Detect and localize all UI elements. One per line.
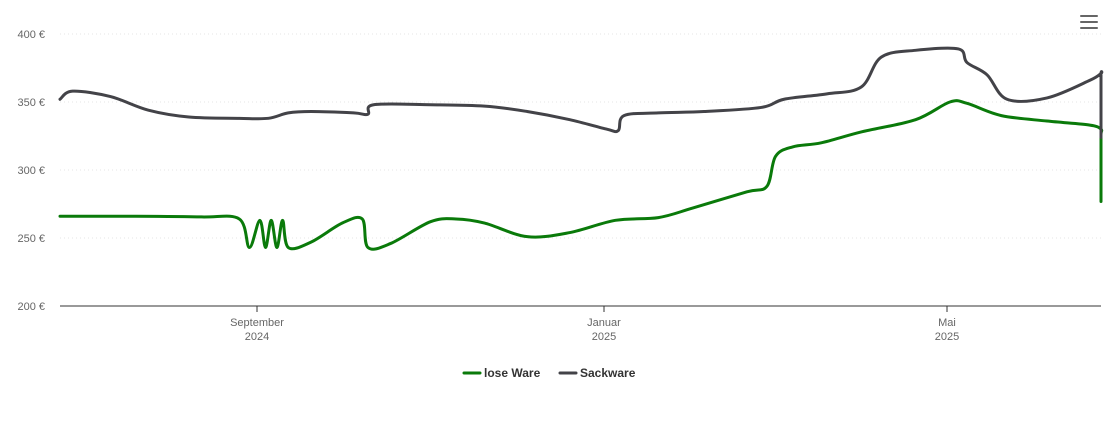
series-line-sackware[interactable] [58, 46, 1104, 139]
series-line-lose-ware[interactable] [58, 99, 1104, 251]
legend: lose Ware Sackware [462, 366, 636, 380]
chart-menu-button[interactable] [1080, 14, 1098, 30]
x-tick-month-label: Januar [587, 317, 621, 329]
x-tick-year-label: 2025 [935, 331, 959, 343]
legend-item-lose-ware[interactable]: lose Ware [462, 366, 541, 380]
x-tick-month-label: Mai [938, 317, 956, 329]
y-tick-label: 400 € [17, 29, 45, 41]
x-tick-year-label: 2025 [592, 331, 616, 343]
y-tick-label: 300 € [17, 165, 45, 177]
legend-label: Sackware [580, 366, 636, 380]
y-tick-label: 200 € [17, 301, 45, 313]
y-tick-label: 350 € [17, 97, 45, 109]
legend-item-sackware[interactable]: Sackware [558, 366, 636, 380]
legend-label: lose Ware [484, 366, 541, 380]
series-lines [58, 46, 1104, 251]
hamburger-icon [1080, 15, 1098, 29]
x-tick-month-label: September [230, 317, 284, 329]
x-tick-year-label: 2024 [245, 331, 269, 343]
axes: 200 € 250 € 300 € 350 € 400 € September 2024 Ja… [17, 29, 1101, 343]
y-tick-label: 250 € [17, 233, 45, 245]
grid-lines [60, 33, 1101, 239]
